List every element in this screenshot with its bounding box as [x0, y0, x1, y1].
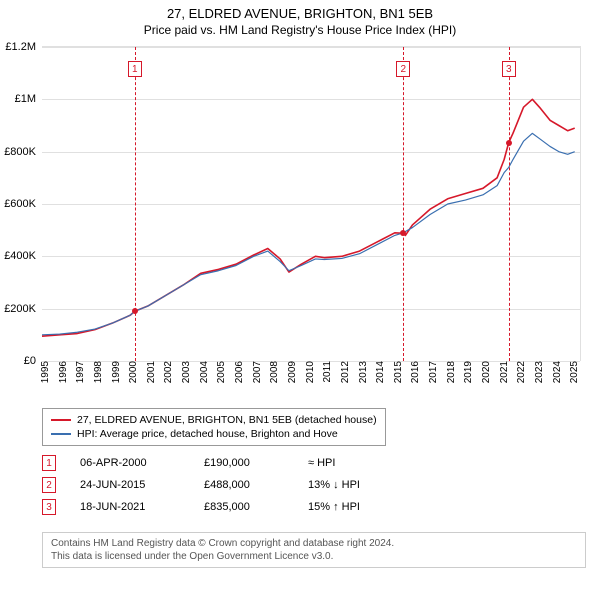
x-tick-label: 2002: [159, 361, 174, 383]
y-tick-label: £800K: [4, 146, 42, 158]
sale-date: 06-APR-2000: [80, 457, 180, 469]
series-price_paid: [42, 99, 575, 336]
x-tick-label: 2010: [301, 361, 316, 383]
sale-row-2: 2 24-JUN-2015 £488,000 13% ↓ HPI: [42, 474, 418, 496]
plot-area: £0£200K£400K£600K£800K£1M£1.2M1995199619…: [42, 46, 581, 361]
x-tick-label: 2000: [124, 361, 139, 383]
footer-attribution: Contains HM Land Registry data © Crown c…: [42, 532, 586, 568]
marker-badge-2: 2: [396, 61, 410, 77]
x-tick-label: 2009: [283, 361, 298, 383]
sale-price: £488,000: [204, 479, 284, 491]
marker-point-1: [132, 308, 138, 314]
marker-badge-3: 3: [502, 61, 516, 77]
x-tick-label: 2008: [265, 361, 280, 383]
legend-row-hpi: HPI: Average price, detached house, Brig…: [51, 427, 377, 441]
x-tick-label: 2006: [230, 361, 245, 383]
legend-box: 27, ELDRED AVENUE, BRIGHTON, BN1 5EB (de…: [42, 408, 386, 446]
sale-row-1: 1 06-APR-2000 £190,000 ≈ HPI: [42, 452, 418, 474]
sale-row-3: 3 18-JUN-2021 £835,000 15% ↑ HPI: [42, 496, 418, 518]
series-svg: [42, 47, 580, 361]
x-tick-label: 2012: [336, 361, 351, 383]
x-tick-label: 2024: [548, 361, 563, 383]
legend-label: HPI: Average price, detached house, Brig…: [77, 428, 338, 440]
sale-badge: 2: [42, 477, 56, 493]
sale-delta: ≈ HPI: [308, 457, 418, 469]
sale-date: 24-JUN-2015: [80, 479, 180, 491]
x-tick-label: 2021: [495, 361, 510, 383]
sale-delta: 13% ↓ HPI: [308, 479, 418, 491]
x-tick-label: 2019: [459, 361, 474, 383]
x-tick-label: 1998: [89, 361, 104, 383]
sale-delta: 15% ↑ HPI: [308, 501, 418, 513]
marker-badge-1: 1: [128, 61, 142, 77]
x-tick-label: 2014: [371, 361, 386, 383]
legend-swatch: [51, 419, 71, 421]
y-tick-label: £1.2M: [5, 41, 42, 53]
x-tick-label: 2025: [565, 361, 580, 383]
x-tick-label: 2011: [318, 361, 333, 383]
marker-point-3: [506, 140, 512, 146]
sale-price: £835,000: [204, 501, 284, 513]
legend-swatch: [51, 433, 71, 435]
footer-line2: This data is licensed under the Open Gov…: [51, 550, 577, 563]
sale-price: £190,000: [204, 457, 284, 469]
x-tick-label: 1997: [71, 361, 86, 383]
x-tick-label: 2016: [406, 361, 421, 383]
x-tick-label: 2015: [389, 361, 404, 383]
x-tick-label: 2020: [477, 361, 492, 383]
marker-line-3: [509, 47, 510, 361]
x-tick-label: 2007: [248, 361, 263, 383]
footer-line1: Contains HM Land Registry data © Crown c…: [51, 537, 577, 550]
chart-container: 27, ELDRED AVENUE, BRIGHTON, BN1 5EB Pri…: [0, 0, 600, 590]
sale-badge: 3: [42, 499, 56, 515]
sales-table: 1 06-APR-2000 £190,000 ≈ HPI 2 24-JUN-2015 £48…: [42, 452, 418, 518]
marker-line-2: [403, 47, 404, 361]
legend-row-price_paid: 27, ELDRED AVENUE, BRIGHTON, BN1 5EB (de…: [51, 413, 377, 427]
x-tick-label: 2005: [212, 361, 227, 383]
x-tick-label: 2004: [195, 361, 210, 383]
x-tick-label: 2022: [512, 361, 527, 383]
x-tick-label: 1995: [36, 361, 51, 383]
chart-subtitle: Price paid vs. HM Land Registry's House …: [0, 21, 600, 41]
x-tick-label: 2001: [142, 361, 157, 383]
x-tick-label: 1996: [54, 361, 69, 383]
x-tick-label: 1999: [107, 361, 122, 383]
sale-date: 18-JUN-2021: [80, 501, 180, 513]
marker-point-2: [400, 230, 406, 236]
x-tick-label: 2013: [354, 361, 369, 383]
legend-label: 27, ELDRED AVENUE, BRIGHTON, BN1 5EB (de…: [77, 414, 377, 426]
y-tick-label: £200K: [4, 303, 42, 315]
sale-badge: 1: [42, 455, 56, 471]
x-tick-label: 2017: [424, 361, 439, 383]
x-tick-label: 2023: [530, 361, 545, 383]
chart-title: 27, ELDRED AVENUE, BRIGHTON, BN1 5EB: [0, 0, 600, 21]
y-tick-label: £600K: [4, 198, 42, 210]
y-tick-label: £400K: [4, 250, 42, 262]
x-tick-label: 2003: [177, 361, 192, 383]
x-tick-label: 2018: [442, 361, 457, 383]
y-tick-label: £1M: [15, 93, 42, 105]
series-hpi: [42, 133, 575, 334]
